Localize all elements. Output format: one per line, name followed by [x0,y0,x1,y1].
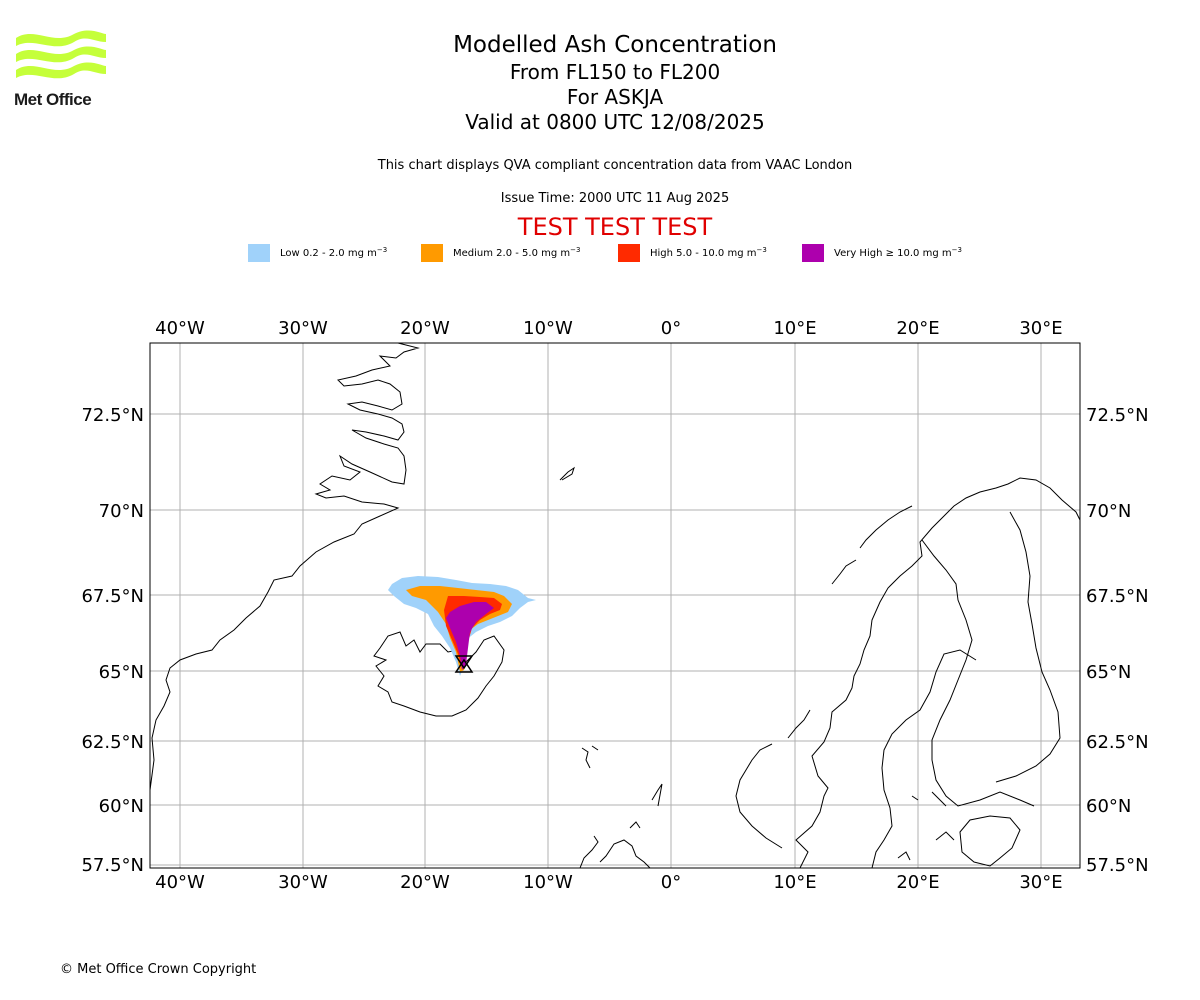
legend-swatch-medium [421,244,443,262]
logo-text: Met Office [14,90,92,109]
coastlines [150,343,1080,868]
svg-text:30°E: 30°E [1019,872,1062,893]
svg-text:10°W: 10°W [523,318,573,339]
finland-coast [995,511,1061,783]
greenland-coast [150,343,420,791]
ash-map: 40°W 30°W 20°W 10°W 0° 10°E 20°E 30°E 40… [81,318,1149,893]
legend-label-very-high: Very High ≥ 10.0 mg m [834,248,952,259]
svg-text:67.5°N: 67.5°N [81,586,144,607]
svg-text:57.5°N: 57.5°N [81,855,144,876]
lat-ticks-left: 72.5°N 70°N 67.5°N 65°N 62.5°N 60°N 57.5… [81,405,144,876]
svg-text:20°E: 20°E [896,318,939,339]
svg-text:72.5°N: 72.5°N [81,405,144,426]
gridlines [150,343,1080,868]
met-office-waves-icon [16,30,106,79]
svg-text:65°N: 65°N [1086,662,1131,683]
ash-very-high-concentration [446,602,494,670]
met-office-logo: Met Office [14,28,109,113]
valid-time: Valid at 0800 UTC 12/08/2025 [465,110,765,134]
svg-text:20°E: 20°E [896,872,939,893]
flight-levels: From FL150 to FL200 [509,60,721,84]
sweden-finland-border [921,539,1035,807]
svg-text:30°W: 30°W [278,318,328,339]
svg-text:10°W: 10°W [523,872,573,893]
svg-text:60°N: 60°N [99,796,144,817]
svg-text:60°N: 60°N [1086,796,1131,817]
svg-text:57.5°N: 57.5°N [1086,855,1149,876]
legend-label-medium: Medium 2.0 - 5.0 mg m [453,248,571,259]
scotland-coast [579,783,663,868]
svg-text:0°: 0° [661,872,681,893]
svg-text:30°E: 30°E [1019,318,1062,339]
faroe-islands [581,745,599,769]
jan-mayen [559,466,575,481]
copyright-notice: © Met Office Crown Copyright [60,962,257,977]
svg-text:70°N: 70°N [99,501,144,522]
svg-text:70°N: 70°N [1086,501,1131,522]
svg-text:62.5°N: 62.5°N [81,732,144,753]
iceland-coast [373,631,505,717]
svg-text:72.5°N: 72.5°N [1086,405,1149,426]
norway-coast [795,477,1080,868]
svg-text:65°N: 65°N [99,662,144,683]
legend-swatch-low [248,244,270,262]
legend-label-low: Low 0.2 - 2.0 mg m [280,248,377,259]
legend-label-high: High 5.0 - 10.0 mg m [650,248,757,259]
askja-volcano-marker [454,655,474,673]
map-frame [149,342,1081,869]
lon-ticks-top: 40°W 30°W 20°W 10°W 0° 10°E 20°E 30°E [155,318,1062,339]
chart-title: Modelled Ash Concentration [453,32,777,58]
test-banner: TEST TEST TEST [517,213,713,241]
chart-titles: Modelled Ash Concentration From FL150 to… [0,30,1200,135]
svg-text:62.5°N: 62.5°N [1086,732,1149,753]
baltic-islands [897,791,1021,867]
svg-text:10°E: 10°E [773,318,816,339]
norway-islands [735,505,913,849]
ash-plume [388,576,536,676]
svg-text:0°: 0° [661,318,681,339]
svg-text:20°W: 20°W [400,318,450,339]
lon-ticks-bottom: 40°W 30°W 20°W 10°W 0° 10°E 20°E 30°E [155,872,1062,893]
svg-text:40°W: 40°W [155,318,205,339]
legend-swatch-very-high [802,244,824,262]
svg-text:20°W: 20°W [400,872,450,893]
legend-swatch-high [618,244,640,262]
gulf-of-bothnia [871,649,977,868]
svg-text:67.5°N: 67.5°N [1086,586,1149,607]
svg-text:30°W: 30°W [278,872,328,893]
svg-text:10°E: 10°E [773,872,816,893]
lat-ticks-right: 72.5°N 70°N 67.5°N 65°N 62.5°N 60°N 57.5… [1086,405,1149,876]
issue-time: Issue Time: 2000 UTC 11 Aug 2025 [500,191,730,206]
compliance-note: This chart displays QVA compliant concen… [377,158,853,173]
volcano-name: For ASKJA [566,85,664,109]
svg-text:40°W: 40°W [155,872,205,893]
